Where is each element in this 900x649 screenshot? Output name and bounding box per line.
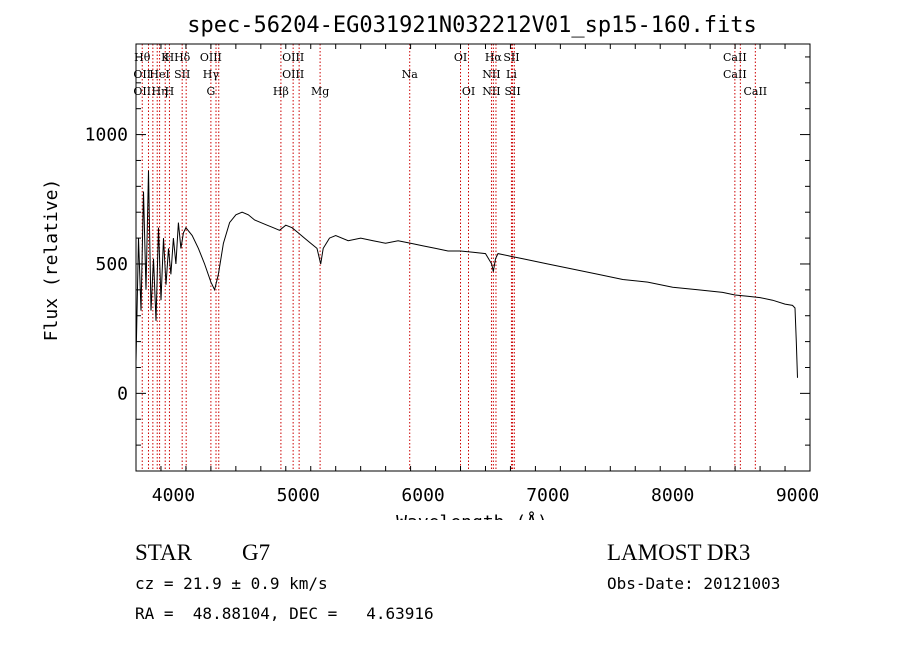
x-tick-label: 5000 <box>277 485 320 506</box>
line-label: Hδ <box>174 51 191 64</box>
y-tick-label: 0 <box>117 383 128 404</box>
line-label: Hγ <box>203 68 220 81</box>
line-label: OIII <box>282 51 304 64</box>
line-label: HeI <box>149 68 169 81</box>
x-tick-label: 7000 <box>526 485 569 506</box>
line-label: G <box>206 85 215 98</box>
survey-name: LAMOST DR3 <box>607 540 751 565</box>
line-label: Li <box>506 68 517 81</box>
object-type: STAR <box>135 540 192 565</box>
y-axis-ticks: 0 500 1000 <box>85 56 810 446</box>
x-axis-label: Wavelength (Å) <box>396 511 548 520</box>
spectrum-line <box>135 170 798 378</box>
line-label: SII <box>503 51 519 64</box>
x-tick-label: 9000 <box>776 485 819 506</box>
line-label: Mg <box>311 85 329 98</box>
line-label: Hα <box>485 51 503 64</box>
line-label: CaII <box>723 51 747 64</box>
chart-title: spec-56204-EG031921N032212V01_sp15-160.f… <box>187 13 757 38</box>
line-label: SII <box>174 68 190 81</box>
x-axis-ticks: 4000 5000 6000 7000 8000 9000 <box>135 44 819 506</box>
emission-line-markers <box>141 44 756 471</box>
line-label: OI <box>454 51 467 64</box>
line-label: Hθ <box>134 51 151 64</box>
line-label: NII <box>482 68 500 81</box>
line-label: OIII <box>200 51 222 64</box>
line-label: NII <box>482 85 500 98</box>
y-tick-label: 1000 <box>85 125 128 146</box>
line-label: OI <box>462 85 475 98</box>
x-tick-label: 8000 <box>651 485 694 506</box>
plot-frame <box>135 43 811 472</box>
redshift-cz: cz = 21.9 ± 0.9 km/s <box>135 574 328 593</box>
line-label: Hη <box>151 85 167 98</box>
line-label: H <box>165 85 175 98</box>
y-tick-label: 500 <box>95 254 128 275</box>
line-label: Hβ <box>273 85 289 98</box>
line-label: Na <box>402 68 419 81</box>
x-tick-label: 6000 <box>401 485 444 506</box>
line-label: OII <box>133 85 151 98</box>
line-label: K <box>161 51 170 64</box>
line-label: CaII <box>743 85 767 98</box>
sky-coordinates: RA = 48.88104, DEC = 4.63916 <box>135 604 434 623</box>
line-label: CaII <box>723 68 747 81</box>
line-label: SII <box>504 85 520 98</box>
observation-date: Obs-Date: 20121003 <box>607 574 781 593</box>
line-label: H <box>165 51 175 64</box>
y-axis-label: Flux (relative) <box>41 179 62 342</box>
line-label: OIII <box>282 68 304 81</box>
line-label: OII <box>133 68 151 81</box>
spectrum-chart: spec-56204-EG031921N032212V01_sp15-160.f… <box>41 13 819 520</box>
x-tick-label: 4000 <box>152 485 195 506</box>
object-subclass: G7 <box>242 540 271 565</box>
